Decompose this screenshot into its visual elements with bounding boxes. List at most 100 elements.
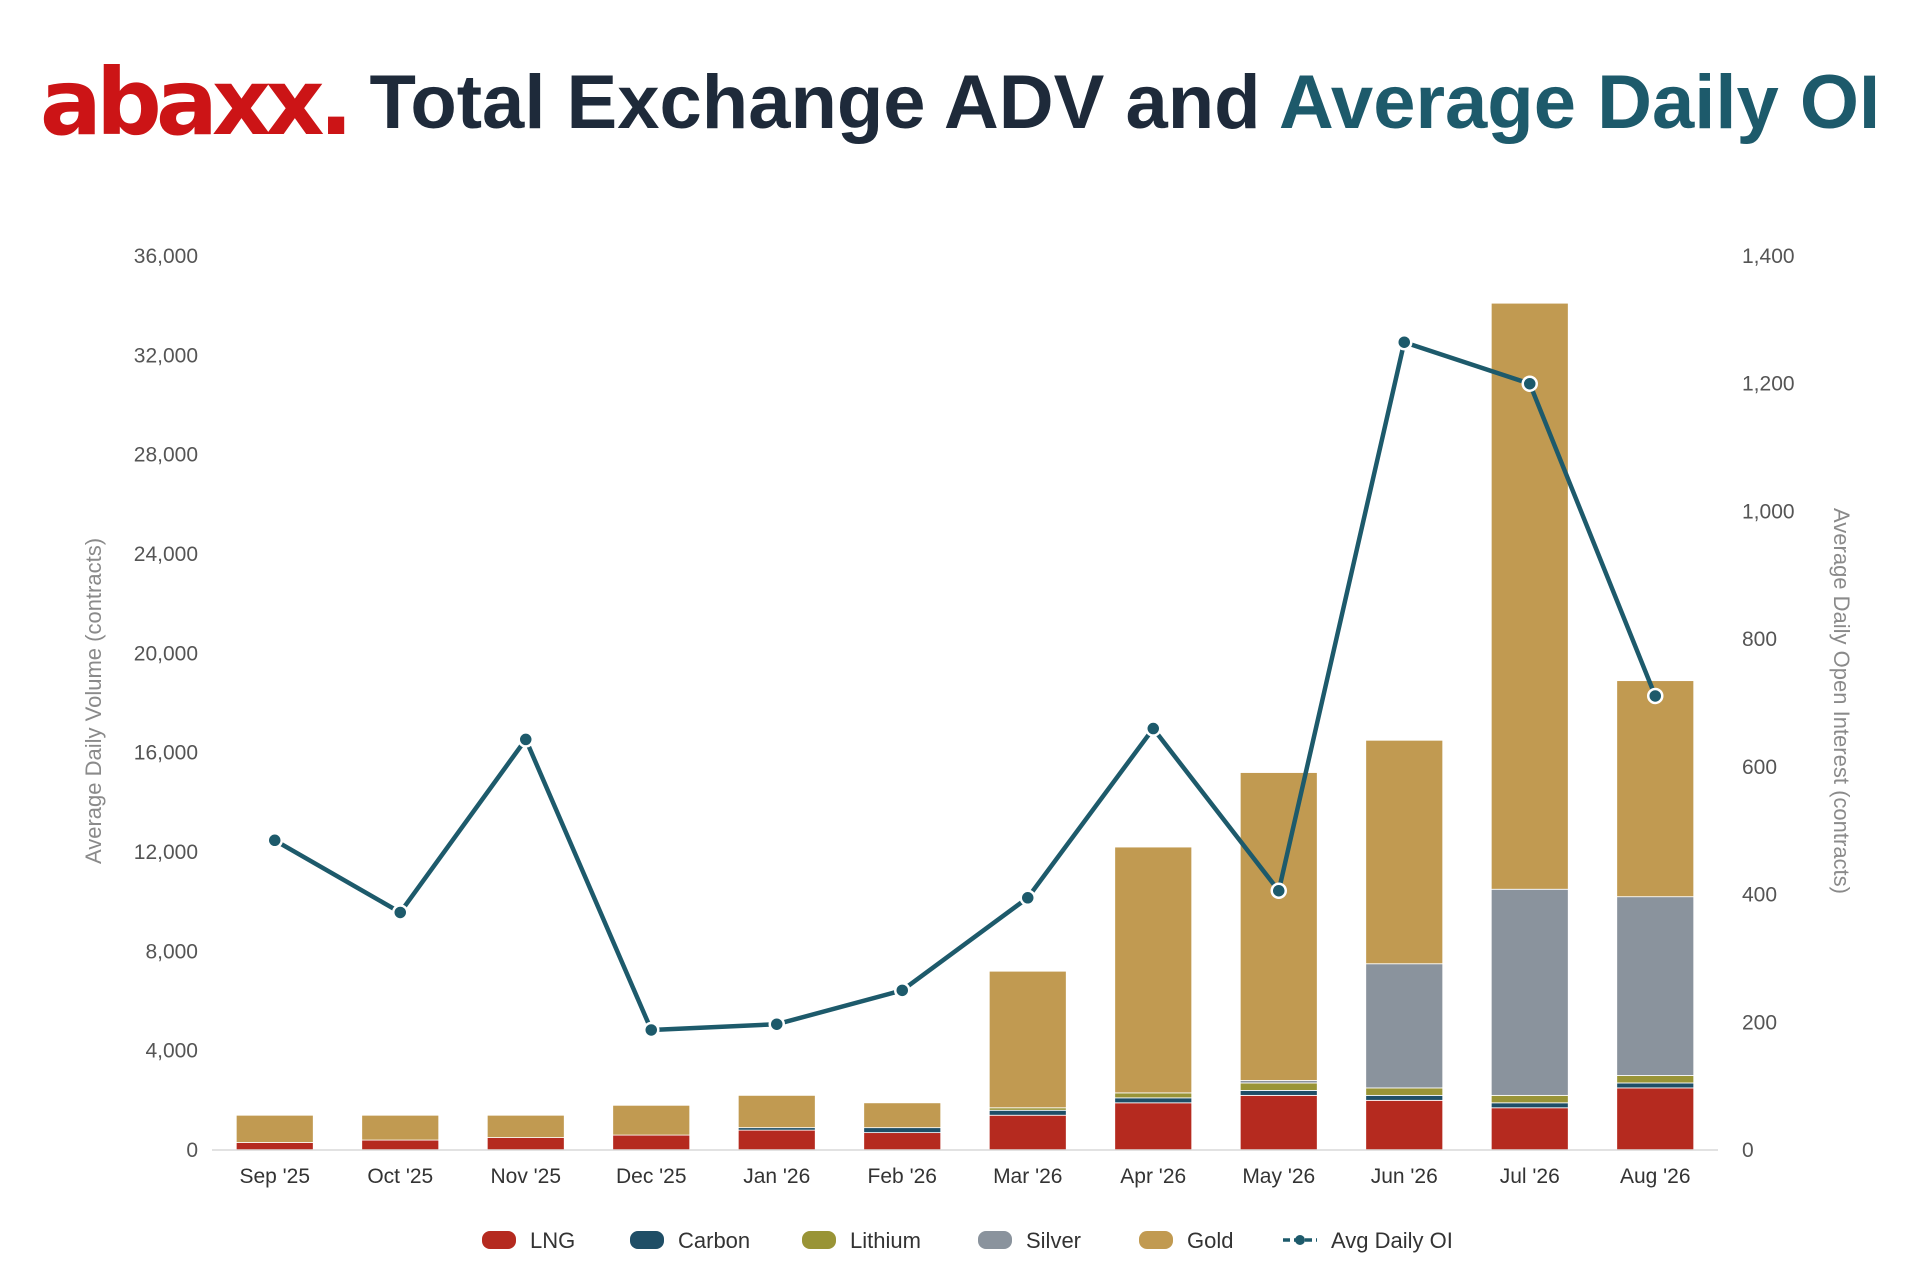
x-tick-label: Feb '26	[868, 1165, 937, 1188]
y-tick-label: 4,000	[145, 1040, 198, 1063]
bar-segment-gold	[235, 1114, 314, 1143]
chart-header: abaxx. Total Exchange ADV and Average Da…	[0, 48, 1920, 158]
bar-segment-carbon	[1490, 1102, 1569, 1109]
bar-segment-gold	[1239, 772, 1318, 1081]
bar-segment-gold	[1490, 302, 1569, 890]
bar-segment-gold	[1365, 739, 1444, 965]
oi-point	[1019, 889, 1036, 907]
x-tick-label: Dec '25	[616, 1165, 687, 1188]
y-tick-label: 0	[186, 1139, 198, 1162]
x-axis-ticks: Sep '25 Oct '25 Nov '25 Dec '25 Jan '26 Feb '…	[239, 1165, 1690, 1188]
legend-label: Carbon	[678, 1228, 750, 1253]
bar-segment-lithium	[1114, 1092, 1193, 1099]
bar-segment-gold	[863, 1102, 942, 1129]
oi-point	[768, 1015, 785, 1033]
legend-swatch-lng	[482, 1231, 516, 1249]
bar-segment-gold	[988, 970, 1067, 1109]
oi-point	[1521, 375, 1538, 392]
oi-point	[517, 731, 534, 748]
legend-label: Avg Daily OI	[1331, 1228, 1453, 1253]
y2-tick-label: 600	[1742, 756, 1777, 779]
x-tick-label: May '26	[1242, 1165, 1315, 1188]
x-tick-label: Oct '25	[367, 1165, 433, 1188]
oi-point	[266, 832, 283, 849]
right-axis-ticks: 0 200 400 600 800 1,000 1,200 1,400	[1742, 245, 1795, 1162]
y-tick-label: 32,000	[134, 344, 198, 367]
y2-axis-label: Average Daily Open Interest (contracts)	[1829, 508, 1854, 894]
bar-segment-lng	[988, 1114, 1067, 1151]
legend-swatch-lithium	[802, 1231, 836, 1249]
bar-segment-lng	[361, 1139, 440, 1151]
legend-marker-avg-daily-oi	[1295, 1235, 1305, 1245]
bar-segment-carbon	[1239, 1090, 1318, 1096]
x-tick-label: Mar '26	[993, 1165, 1062, 1188]
bar-segment-lithium	[1239, 1082, 1318, 1091]
x-tick-label: Apr '26	[1120, 1165, 1186, 1188]
y-tick-label: 12,000	[134, 841, 198, 864]
abaxx-logo: abaxx.	[39, 49, 354, 156]
bar-segment-silver	[1616, 896, 1695, 1076]
x-tick-label: Jan '26	[743, 1165, 810, 1188]
legend-swatch-carbon	[630, 1231, 664, 1249]
oi-point	[643, 1021, 660, 1039]
y-tick-label: 8,000	[145, 940, 198, 963]
x-tick-label: Aug '26	[1620, 1165, 1691, 1188]
legend-swatch-silver	[978, 1231, 1012, 1249]
legend-label: Lithium	[850, 1228, 921, 1253]
y2-tick-label: 1,200	[1742, 373, 1795, 396]
y2-tick-label: 0	[1742, 1139, 1754, 1162]
bar-segment-lng	[1365, 1099, 1444, 1151]
legend-label: Silver	[1026, 1228, 1081, 1253]
chart-title-part1: Total Exchange ADV and	[369, 60, 1279, 145]
y2-tick-label: 1,000	[1742, 500, 1795, 523]
legend-label: Gold	[1187, 1228, 1233, 1253]
bar-segment-lng	[612, 1134, 691, 1151]
y2-tick-label: 200	[1742, 1011, 1777, 1034]
bar-segment-carbon	[988, 1109, 1067, 1116]
bar-segment-carbon	[863, 1127, 942, 1134]
bar-segment-gold	[737, 1094, 816, 1129]
bar-segment-gold	[1114, 846, 1193, 1094]
y2-tick-label: 800	[1742, 628, 1777, 651]
chart-title: Total Exchange ADV and Average Daily OI	[370, 65, 1881, 141]
legend-swatch-gold	[1139, 1231, 1173, 1249]
y-tick-label: 36,000	[134, 245, 198, 268]
chart-title-part2: Average Daily OI	[1278, 60, 1881, 145]
bar-segment-lithium	[1365, 1087, 1444, 1096]
bar-segment-lng	[737, 1129, 816, 1151]
x-tick-label: Jul '26	[1500, 1165, 1560, 1188]
bar-segment-lng	[235, 1142, 314, 1151]
oi-line	[273, 339, 1658, 1033]
bar-segment-gold	[486, 1114, 565, 1138]
legend-label: LNG	[530, 1228, 575, 1253]
oi-point	[1396, 333, 1413, 351]
bar-segment-lng	[1114, 1102, 1193, 1151]
bar-segment-gold	[1616, 680, 1695, 898]
bar-segment-carbon	[1365, 1094, 1444, 1101]
y2-tick-label: 400	[1742, 884, 1777, 907]
y-tick-label: 28,000	[134, 444, 198, 467]
oi-point	[392, 904, 409, 921]
stacked-bars	[235, 302, 1695, 1151]
oi-line-series	[266, 333, 1664, 1039]
y-tick-label: 24,000	[134, 543, 198, 566]
bar-segment-gold	[361, 1114, 440, 1141]
y-axis-label: Average Daily Volume (contracts)	[81, 538, 106, 864]
bar-segment-lng	[1616, 1087, 1695, 1151]
x-tick-label: Nov '25	[490, 1165, 561, 1188]
bar-segment-lithium	[1490, 1094, 1569, 1104]
bar-segment-silver	[1365, 963, 1444, 1089]
bar-segment-lithium	[1616, 1075, 1695, 1084]
bar-segment-carbon	[1114, 1097, 1193, 1104]
bar-segment-lng	[863, 1132, 942, 1151]
oi-point	[1270, 882, 1287, 899]
bar-segment-silver	[1490, 888, 1569, 1096]
oi-point	[1145, 720, 1162, 737]
bar-segment-gold	[612, 1104, 691, 1136]
bar-segment-lng	[1239, 1094, 1318, 1151]
bar-segment-carbon	[1616, 1082, 1695, 1089]
x-tick-label: Jun '26	[1371, 1165, 1438, 1188]
y-tick-label: 20,000	[134, 642, 198, 665]
y2-tick-label: 1,400	[1742, 245, 1795, 268]
